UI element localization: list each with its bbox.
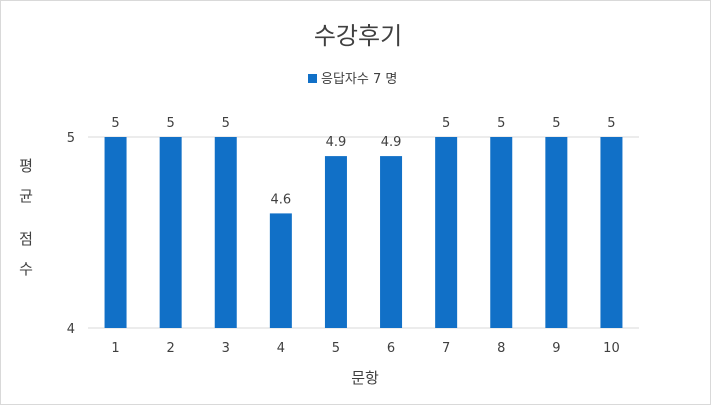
data-label: 5 [552, 116, 560, 131]
x-axis-title: 문항 [351, 369, 379, 387]
y-tick-labels: 45 [67, 131, 75, 337]
bar [269, 213, 292, 328]
bar [324, 156, 347, 328]
bar [104, 137, 127, 328]
bar [380, 156, 403, 328]
y-axis-title: 평 균 점 수 [19, 157, 33, 278]
x-tick-label: 5 [332, 341, 340, 356]
bars [104, 137, 623, 328]
x-tick-label: 8 [497, 341, 505, 356]
x-tick-label: 2 [167, 341, 175, 356]
data-label: 5 [442, 116, 450, 131]
legend-entry: 응답자수 7 명 [321, 72, 397, 87]
data-label: 5 [167, 116, 175, 131]
x-tick-label: 9 [552, 341, 560, 356]
data-label: 4.9 [381, 135, 402, 150]
data-label: 5 [111, 116, 119, 131]
legend: 응답자수 7 명 [308, 72, 397, 87]
data-label: 5 [497, 116, 505, 131]
legend-swatch [308, 74, 317, 83]
y-axis-title-char: 점 [19, 230, 33, 248]
x-tick-label: 3 [222, 341, 230, 356]
bar [435, 137, 458, 328]
data-label: 4.6 [271, 192, 292, 207]
x-tick-label: 4 [277, 341, 285, 356]
data-labels: 5 5 5 4.6 4.9 4.9 5 5 5 5 [111, 116, 615, 207]
data-label: 5 [222, 116, 230, 131]
data-label: 5 [607, 116, 615, 131]
y-tick-label: 5 [67, 131, 75, 146]
x-tick-label: 6 [387, 341, 395, 356]
data-label: 4.9 [326, 135, 347, 150]
x-tick-label: 1 [111, 341, 119, 356]
y-axis-title-char: 균 [19, 187, 33, 205]
bar [545, 137, 568, 328]
x-tick-label: 7 [442, 341, 450, 356]
bar [159, 137, 182, 328]
chart-title: 수강후기 [314, 22, 402, 50]
bar [600, 137, 623, 328]
y-axis-title-char: 평 [19, 157, 33, 175]
y-axis-title-char: 수 [19, 260, 33, 278]
bar [490, 137, 513, 328]
x-tick-label: 10 [603, 341, 620, 356]
bar [214, 137, 237, 328]
y-tick-label: 4 [67, 322, 75, 337]
x-tick-labels: 1 2 3 4 5 6 7 8 9 10 [111, 341, 619, 356]
